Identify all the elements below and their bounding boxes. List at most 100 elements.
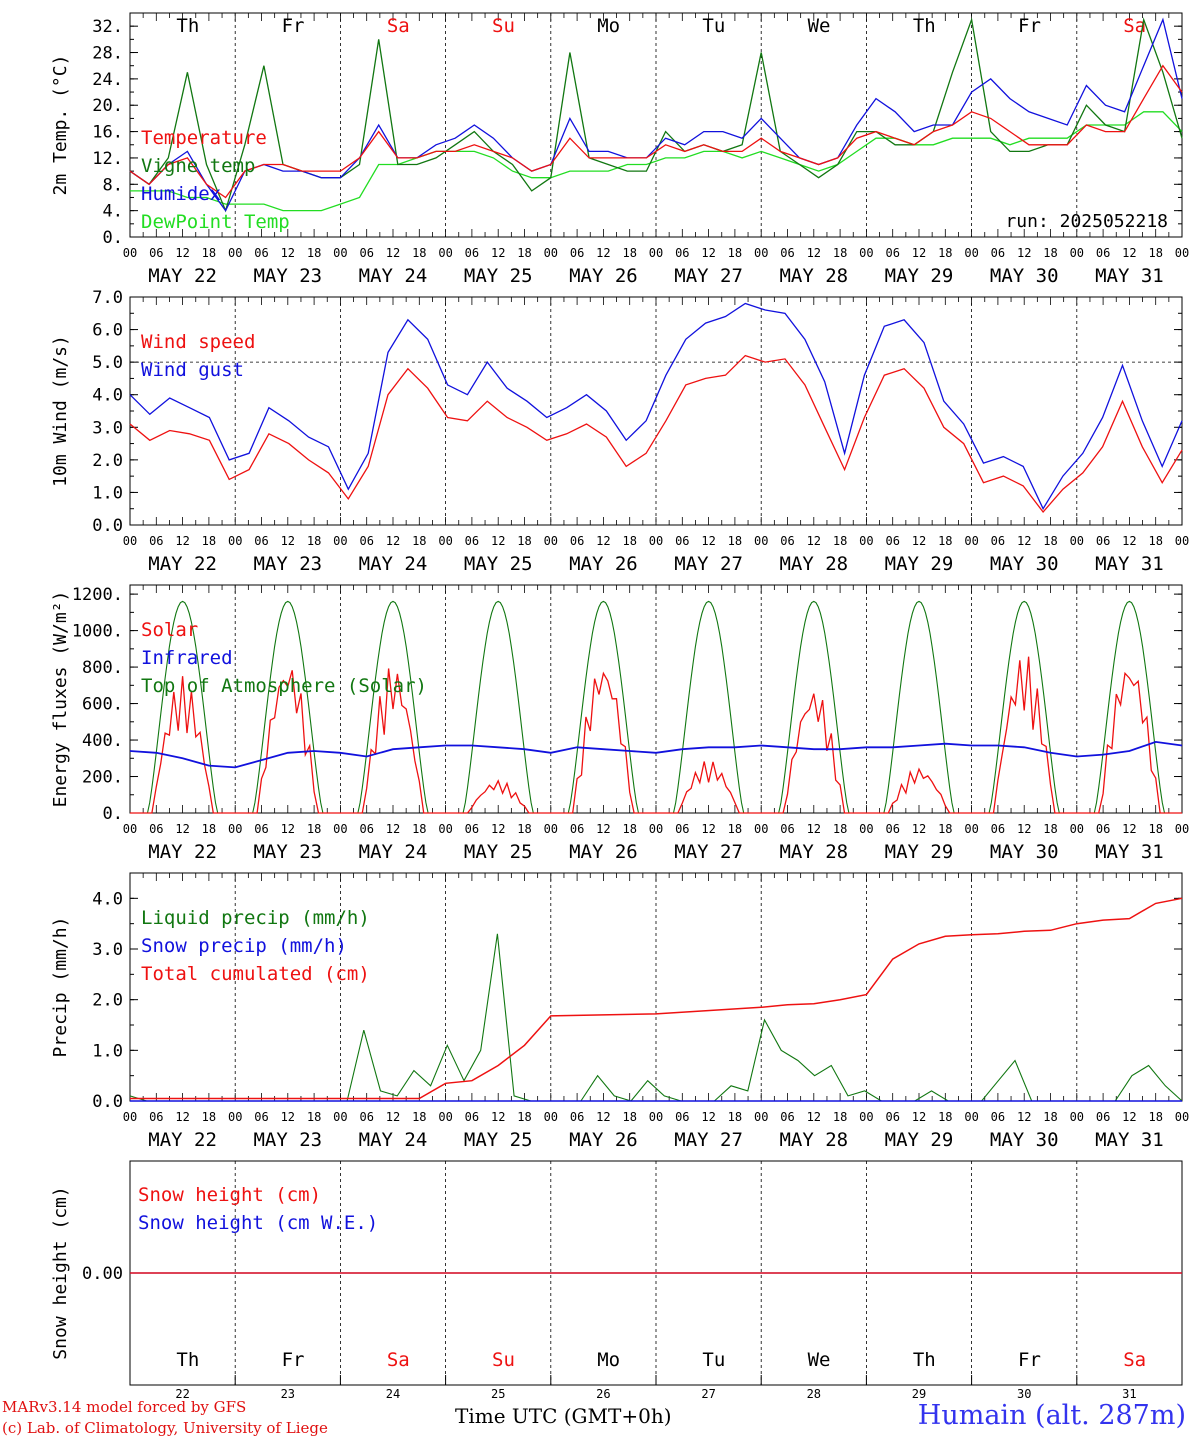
hour-tick-label: 18: [622, 1110, 636, 1124]
hour-tick-label: 06: [675, 822, 689, 836]
date-label: MAY 27: [674, 265, 743, 287]
hour-tick-label: 06: [570, 822, 584, 836]
weekday-label: Th: [913, 15, 936, 37]
date-label: MAY 29: [885, 553, 954, 575]
series-line-2: [129, 740, 1183, 769]
hour-tick-label: 12: [1017, 534, 1031, 548]
hour-tick-label: 00: [438, 1110, 452, 1124]
hour-tick-label: 12: [807, 822, 821, 836]
hour-tick-label: 12: [491, 246, 505, 260]
legend-entry: DewPoint Temp: [141, 211, 290, 233]
hour-tick-label: 00: [228, 822, 242, 836]
hour-tick-label: 12: [596, 246, 610, 260]
date-label: MAY 26: [569, 265, 638, 287]
legend-entry: Snow height (cm): [138, 1184, 321, 1206]
hour-tick-label: 00: [649, 534, 663, 548]
hour-tick-label: 06: [675, 1110, 689, 1124]
weekday-label: Mo: [597, 1349, 620, 1371]
date-label: MAY 25: [464, 265, 533, 287]
hour-tick-label: 00: [333, 246, 347, 260]
hour-tick-label: 06: [675, 534, 689, 548]
legend-entry: Vigne temp: [141, 155, 255, 177]
hour-tick-label: 00: [333, 822, 347, 836]
hour-tick-label: 18: [517, 822, 531, 836]
date-label: MAY 22: [148, 265, 217, 287]
hour-tick-label: 06: [254, 1110, 268, 1124]
copyright-credit: (c) Lab. of Climatology, University of L…: [2, 1419, 328, 1437]
hour-tick-label: 18: [728, 822, 742, 836]
hour-tick-label: 18: [833, 1110, 847, 1124]
legend-entry: Solar: [141, 619, 198, 641]
hour-tick-label: 18: [202, 246, 216, 260]
weekday-label: Th: [913, 1349, 936, 1371]
hour-tick-label: 18: [938, 246, 952, 260]
hour-tick-label: 00: [859, 822, 873, 836]
date-label: MAY 30: [990, 265, 1059, 287]
hour-tick-label: 06: [1096, 246, 1110, 260]
hour-tick-label: 06: [359, 246, 373, 260]
date-label: MAY 28: [779, 265, 848, 287]
hour-tick-label: 12: [1017, 822, 1031, 836]
hour-tick-label: 06: [991, 1110, 1005, 1124]
hour-tick-label: 00: [333, 534, 347, 548]
hour-tick-label: 06: [570, 246, 584, 260]
hour-tick-label: 06: [991, 246, 1005, 260]
panel-1: 0. 4. 8. 12. 16. 20. 24. 28. 32. 2m Temp. (°C) Th F…: [50, 12, 1183, 248]
date-label: MAY 27: [674, 553, 743, 575]
hour-tick-label: 00: [544, 534, 558, 548]
hour-tick-label: 12: [596, 1110, 610, 1124]
hour-tick-label: 00: [228, 1110, 242, 1124]
hour-tick-label: 12: [1017, 246, 1031, 260]
y-axis-label: 2m Temp. (°C): [50, 55, 71, 196]
hour-tick-label: 12: [491, 534, 505, 548]
hour-tick-label: 12: [912, 534, 926, 548]
y-tick-label: 3.0: [92, 940, 123, 960]
y-tick-label: 0.00: [82, 1264, 123, 1284]
weekday-label: Su: [492, 1349, 515, 1371]
date-label: MAY 29: [885, 265, 954, 287]
hour-tick-label: 00: [228, 246, 242, 260]
weekday-label: Tu: [702, 1349, 725, 1371]
hour-tick-label: 00: [544, 822, 558, 836]
hour-tick-label: 06: [885, 822, 899, 836]
hour-tick-label: 18: [1043, 1110, 1057, 1124]
hour-tick-label: 06: [1096, 1110, 1110, 1124]
hour-tick-label: 18: [833, 822, 847, 836]
date-label: MAY 24: [359, 1129, 428, 1151]
weekday-label: Mo: [597, 15, 620, 37]
hour-tick-label: 12: [281, 534, 295, 548]
hour-tick-label: 18: [1148, 246, 1162, 260]
hour-tick-label: 12: [491, 1110, 505, 1124]
hour-tick-label: 12: [1017, 1110, 1031, 1124]
legend-entry: Total cumulated (cm): [141, 963, 370, 985]
hour-tick-label: 00: [228, 534, 242, 548]
hour-tick-label: 00: [754, 246, 768, 260]
hour-tick-label: 12: [175, 1110, 189, 1124]
date-label: MAY 31: [1095, 841, 1164, 863]
y-tick-label: 3.0: [92, 418, 123, 438]
hour-tick-label: 18: [412, 1110, 426, 1124]
y-tick-label: 1200.: [72, 585, 123, 605]
hour-tick-label: 06: [254, 246, 268, 260]
hour-tick-label: 06: [359, 534, 373, 548]
date-label: MAY 22: [148, 1129, 217, 1151]
y-tick-label: 6.0: [92, 321, 123, 341]
hour-tick-label: 06: [254, 534, 268, 548]
day-number-label: 27: [701, 1387, 715, 1401]
legend-entry: Snow precip (mm/h): [141, 935, 347, 957]
hour-tick-label: 00: [754, 1110, 768, 1124]
hour-tick-label: 12: [175, 246, 189, 260]
hour-tick-label: 06: [991, 534, 1005, 548]
hour-tick-label: 00: [1175, 1110, 1189, 1124]
date-label: MAY 25: [464, 841, 533, 863]
hour-tick-label: 06: [1096, 534, 1110, 548]
hour-tick-label: 12: [912, 1110, 926, 1124]
hour-tick-label: 00: [1070, 1110, 1084, 1124]
date-label: MAY 23: [253, 841, 322, 863]
weekday-label: Th: [176, 15, 199, 37]
series-line-1: [130, 656, 1182, 814]
weekday-label: We: [808, 15, 831, 37]
series-line-1: [129, 354, 1183, 514]
hour-tick-label: 06: [149, 822, 163, 836]
